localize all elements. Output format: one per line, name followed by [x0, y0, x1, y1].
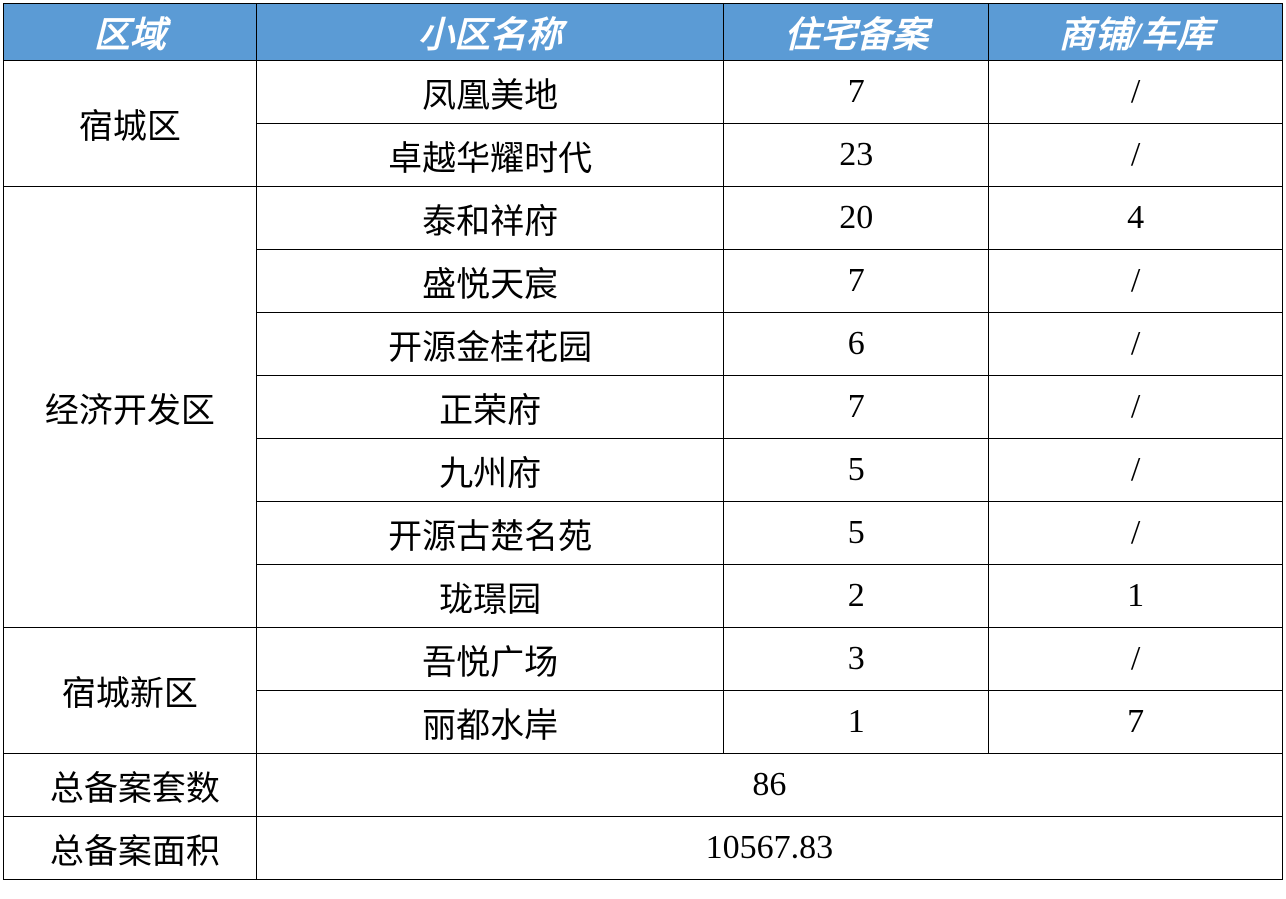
community-cell: 吾悦广场 [256, 628, 724, 691]
commercial-cell: / [989, 124, 1283, 187]
community-cell: 正荣府 [256, 376, 724, 439]
residential-cell: 23 [724, 124, 989, 187]
commercial-cell: / [989, 376, 1283, 439]
summary-value-area: 10567.83 [256, 817, 1282, 880]
residential-cell: 3 [724, 628, 989, 691]
residential-cell: 7 [724, 376, 989, 439]
region-cell: 宿城区 [4, 61, 257, 187]
community-cell: 开源金桂花园 [256, 313, 724, 376]
community-cell: 丽都水岸 [256, 691, 724, 754]
residential-cell: 20 [724, 187, 989, 250]
summary-value-count: 86 [256, 754, 1282, 817]
commercial-cell: 7 [989, 691, 1283, 754]
header-commercial: 商铺/车库 [989, 4, 1283, 61]
commercial-cell: / [989, 628, 1283, 691]
summary-row-count: 总备案套数 86 [4, 754, 1283, 817]
commercial-cell: / [989, 439, 1283, 502]
header-residential: 住宅备案 [724, 4, 989, 61]
summary-label-count: 总备案套数 [4, 754, 257, 817]
community-cell: 盛悦天宸 [256, 250, 724, 313]
community-cell: 珑璟园 [256, 565, 724, 628]
residential-cell: 5 [724, 439, 989, 502]
summary-label-area: 总备案面积 [4, 817, 257, 880]
commercial-cell: / [989, 61, 1283, 124]
commercial-cell: / [989, 313, 1283, 376]
commercial-cell: 4 [989, 187, 1283, 250]
commercial-cell: / [989, 502, 1283, 565]
commercial-cell: 1 [989, 565, 1283, 628]
table-header-row: 区域 小区名称 住宅备案 商铺/车库 [4, 4, 1283, 61]
residential-cell: 7 [724, 61, 989, 124]
community-cell: 泰和祥府 [256, 187, 724, 250]
residential-cell: 7 [724, 250, 989, 313]
region-cell: 经济开发区 [4, 187, 257, 628]
housing-registration-table: 区域 小区名称 住宅备案 商铺/车库 宿城区 凤凰美地 7 / 卓越华耀时代 2… [3, 3, 1283, 880]
residential-cell: 1 [724, 691, 989, 754]
community-cell: 开源古楚名苑 [256, 502, 724, 565]
community-cell: 卓越华耀时代 [256, 124, 724, 187]
table-row: 经济开发区 泰和祥府 20 4 [4, 187, 1283, 250]
region-cell: 宿城新区 [4, 628, 257, 754]
summary-row-area: 总备案面积 10567.83 [4, 817, 1283, 880]
community-cell: 凤凰美地 [256, 61, 724, 124]
residential-cell: 2 [724, 565, 989, 628]
residential-cell: 5 [724, 502, 989, 565]
commercial-cell: / [989, 250, 1283, 313]
header-community: 小区名称 [256, 4, 724, 61]
header-region: 区域 [4, 4, 257, 61]
residential-cell: 6 [724, 313, 989, 376]
table-row: 宿城新区 吾悦广场 3 / [4, 628, 1283, 691]
table-row: 宿城区 凤凰美地 7 / [4, 61, 1283, 124]
community-cell: 九州府 [256, 439, 724, 502]
